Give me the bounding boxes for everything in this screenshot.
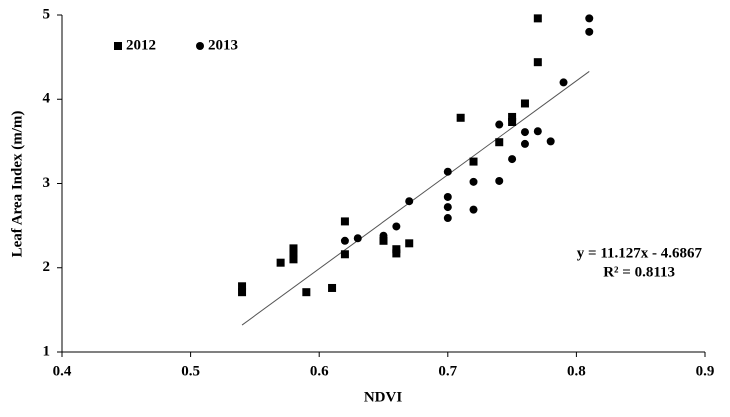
point — [585, 27, 594, 36]
y-tick-label: 1 — [43, 343, 51, 359]
y-tick-label: 2 — [43, 259, 51, 275]
point — [469, 157, 478, 166]
x-tick-label: 0.4 — [53, 363, 72, 379]
point — [289, 249, 298, 258]
point — [340, 217, 349, 226]
point — [328, 283, 337, 292]
point — [392, 249, 401, 258]
y-tick-label: 5 — [43, 6, 51, 22]
point — [379, 236, 388, 245]
point — [456, 113, 465, 122]
point — [443, 167, 452, 176]
trendline — [241, 71, 590, 326]
point — [469, 177, 478, 186]
point — [238, 282, 247, 291]
point — [238, 288, 247, 297]
point — [405, 197, 414, 206]
point — [520, 139, 529, 148]
point — [520, 99, 529, 108]
point — [340, 250, 349, 259]
x-tick-label: 0.5 — [181, 363, 200, 379]
point — [353, 234, 362, 243]
legend-marker — [196, 42, 204, 50]
x-tick-label: 0.8 — [567, 363, 586, 379]
point — [508, 155, 517, 164]
point — [276, 258, 285, 267]
point — [392, 245, 401, 254]
x-axis-title: NDVI — [364, 389, 402, 405]
point — [533, 58, 542, 67]
x-tick-label: 0.9 — [696, 363, 715, 379]
point — [405, 239, 414, 248]
point — [533, 14, 542, 23]
y-axis-title: Leaf Area Index (m/m) — [9, 111, 25, 258]
legend-label: 2013 — [208, 37, 238, 53]
r-squared: R² = 0.8113 — [603, 264, 675, 280]
point — [495, 176, 504, 185]
point — [520, 128, 529, 137]
x-tick-label: 0.6 — [310, 363, 329, 379]
point — [340, 236, 349, 245]
point — [495, 138, 504, 147]
point — [469, 205, 478, 214]
y-tick-label: 4 — [43, 91, 51, 107]
point — [289, 255, 298, 264]
point — [546, 137, 555, 146]
y-tick-label: 3 — [43, 175, 51, 191]
point — [508, 117, 517, 126]
point — [392, 222, 401, 231]
point — [302, 288, 311, 297]
point — [443, 203, 452, 212]
x-tick-label: 0.7 — [438, 363, 457, 379]
point — [533, 127, 542, 136]
point — [495, 120, 504, 129]
legend-label: 2012 — [126, 37, 156, 53]
point — [559, 78, 568, 87]
legend-marker — [114, 42, 122, 50]
point — [443, 192, 452, 201]
point — [585, 14, 594, 23]
equation: y = 11.127x - 4.6867 — [577, 245, 703, 261]
point — [508, 112, 517, 121]
point — [289, 244, 298, 253]
point — [443, 214, 452, 223]
point — [379, 231, 388, 240]
